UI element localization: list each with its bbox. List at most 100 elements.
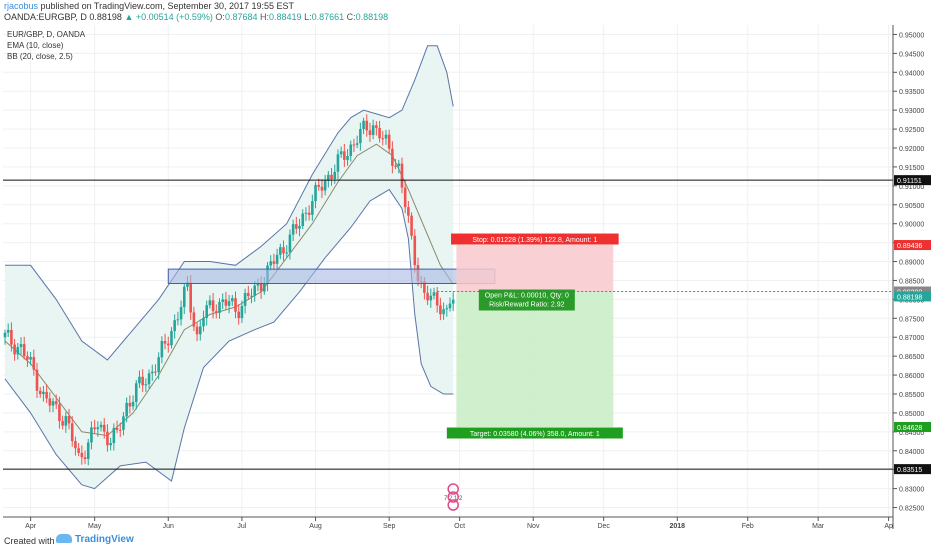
candle-body — [54, 401, 58, 405]
candle-body — [368, 130, 372, 136]
candle-body — [272, 261, 276, 264]
candle-body — [311, 201, 314, 215]
candle-body — [70, 423, 74, 442]
close-label: C: — [346, 12, 356, 22]
candle-body — [205, 305, 208, 318]
candle-body — [32, 356, 36, 370]
candle-body — [221, 299, 224, 302]
stop-price-tag-tag — [894, 240, 931, 251]
event-flag-icon — [447, 491, 459, 503]
candle-body — [154, 371, 157, 373]
candle-body — [378, 127, 381, 139]
candle-body — [349, 144, 353, 156]
price-tick-label: 0.93000 — [899, 108, 924, 115]
target-price-tag: 0.84628 — [897, 425, 922, 432]
price-chart[interactable]: Stop: 0.01228 (1.39%) 122.8, Amount: 1 Ta… — [3, 25, 931, 530]
supply-demand-zone[interactable] — [167, 268, 496, 284]
candle-body — [58, 404, 61, 422]
level-tag-label: 0.91151 — [897, 178, 922, 185]
events-marker[interactable]: 7 2 1 2 — [444, 483, 463, 511]
candle-body — [189, 282, 192, 313]
candle-body — [224, 299, 228, 306]
chart-header: rjacobus published on TradingView.com, S… — [0, 0, 932, 24]
high-value: 0.88419 — [269, 12, 302, 22]
candle-body — [80, 452, 84, 458]
event-flag-icon — [447, 499, 459, 511]
level-tag-label: 0.83515 — [897, 467, 922, 474]
candle-body — [400, 163, 404, 188]
candle-body — [327, 174, 330, 181]
time-tick-label: Aug — [309, 523, 322, 530]
candle-body — [448, 303, 452, 309]
last-price-tag-tag — [894, 291, 931, 302]
candle-body — [13, 344, 16, 355]
symbol-text: OANDA:EURGBP, D — [4, 12, 87, 22]
author-link[interactable]: rjacobus — [4, 1, 39, 11]
candle-body — [384, 134, 388, 139]
events-label: 7 2 1 2 — [444, 496, 463, 502]
candle-body — [423, 281, 426, 293]
tradingview-brand[interactable]: TradingView — [56, 534, 134, 545]
candle-body — [397, 163, 401, 166]
candle-body — [291, 224, 295, 235]
candle-body — [83, 457, 87, 459]
price-tick-label: 0.82500 — [899, 506, 924, 513]
candle-body — [138, 376, 141, 384]
candle-body — [375, 125, 378, 128]
candle-body — [208, 300, 212, 306]
price-tick-label: 0.93500 — [899, 89, 924, 96]
price-axis[interactable]: 0.95000 0.94500 0.94000 0.93500 0.93000 0.925… — [892, 25, 931, 529]
candle-body — [115, 427, 119, 430]
candle-body — [86, 442, 90, 459]
candle-body — [435, 292, 439, 306]
candle-body — [10, 329, 13, 345]
legend-symbol: EUR/GBP, D, OANDA — [7, 30, 86, 39]
candle-body — [231, 298, 234, 302]
time-tick-label: Dec — [597, 523, 610, 530]
candle-body — [403, 187, 407, 208]
candle-body — [240, 305, 244, 319]
time-tick-label: Jul — [237, 523, 246, 530]
candle-body — [90, 427, 93, 443]
candle-body — [99, 424, 103, 428]
candle-body — [163, 341, 167, 344]
target-area — [456, 291, 614, 428]
candle-body — [301, 213, 305, 226]
tradingview-logo-icon — [56, 534, 72, 543]
candle-body — [29, 356, 32, 360]
stop-label-box — [451, 233, 619, 245]
candle-body — [134, 383, 138, 402]
candle-body — [263, 283, 266, 292]
price-tick-label: 0.87000 — [899, 335, 924, 342]
time-tick-label: Jun — [163, 523, 174, 530]
candle-body — [234, 298, 237, 312]
chart-legend: EUR/GBP, D, OANDA EMA (10, close) BB (20… — [7, 30, 86, 61]
candle-body — [109, 443, 112, 446]
candle-body — [202, 317, 205, 327]
candle-body — [314, 184, 317, 202]
candle-body — [442, 309, 445, 315]
legend-ema: EMA (10, close) — [7, 41, 64, 50]
horizontal-lines[interactable] — [3, 179, 893, 470]
candle-body — [387, 134, 391, 149]
candle-body — [343, 151, 346, 160]
candle-body — [339, 151, 343, 155]
price-tick-label: 0.86500 — [899, 354, 924, 361]
long-position-tool[interactable]: Stop: 0.01228 (1.39%) 122.8, Amount: 1 Ta… — [437, 233, 893, 439]
time-axis[interactable]: Apr May Jun Jul Aug Sep Oct Nov Dec 2018 Feb Mar Ap — [3, 516, 893, 530]
chart-area[interactable]: Stop: 0.01228 (1.39%) 122.8, Amount: 1 Ta… — [3, 25, 931, 530]
candle-body — [112, 427, 116, 444]
candle-body — [214, 311, 218, 313]
candle-body — [45, 391, 48, 399]
price-text: 0.88198 — [89, 12, 122, 22]
price-tick-label: 0.87500 — [899, 316, 924, 323]
low-value: 0.87661 — [311, 12, 345, 22]
stop-label: Stop: 0.01228 (1.39%) 122.8, Amount: 1 — [472, 237, 597, 244]
candle-body — [307, 212, 311, 215]
time-tick-label: Feb — [742, 523, 754, 530]
open-pnl-box — [478, 289, 575, 311]
candle-body — [429, 295, 433, 301]
candle-body — [118, 429, 122, 431]
price-tick-label: 0.88500 — [899, 278, 924, 285]
candle-body — [227, 301, 231, 306]
